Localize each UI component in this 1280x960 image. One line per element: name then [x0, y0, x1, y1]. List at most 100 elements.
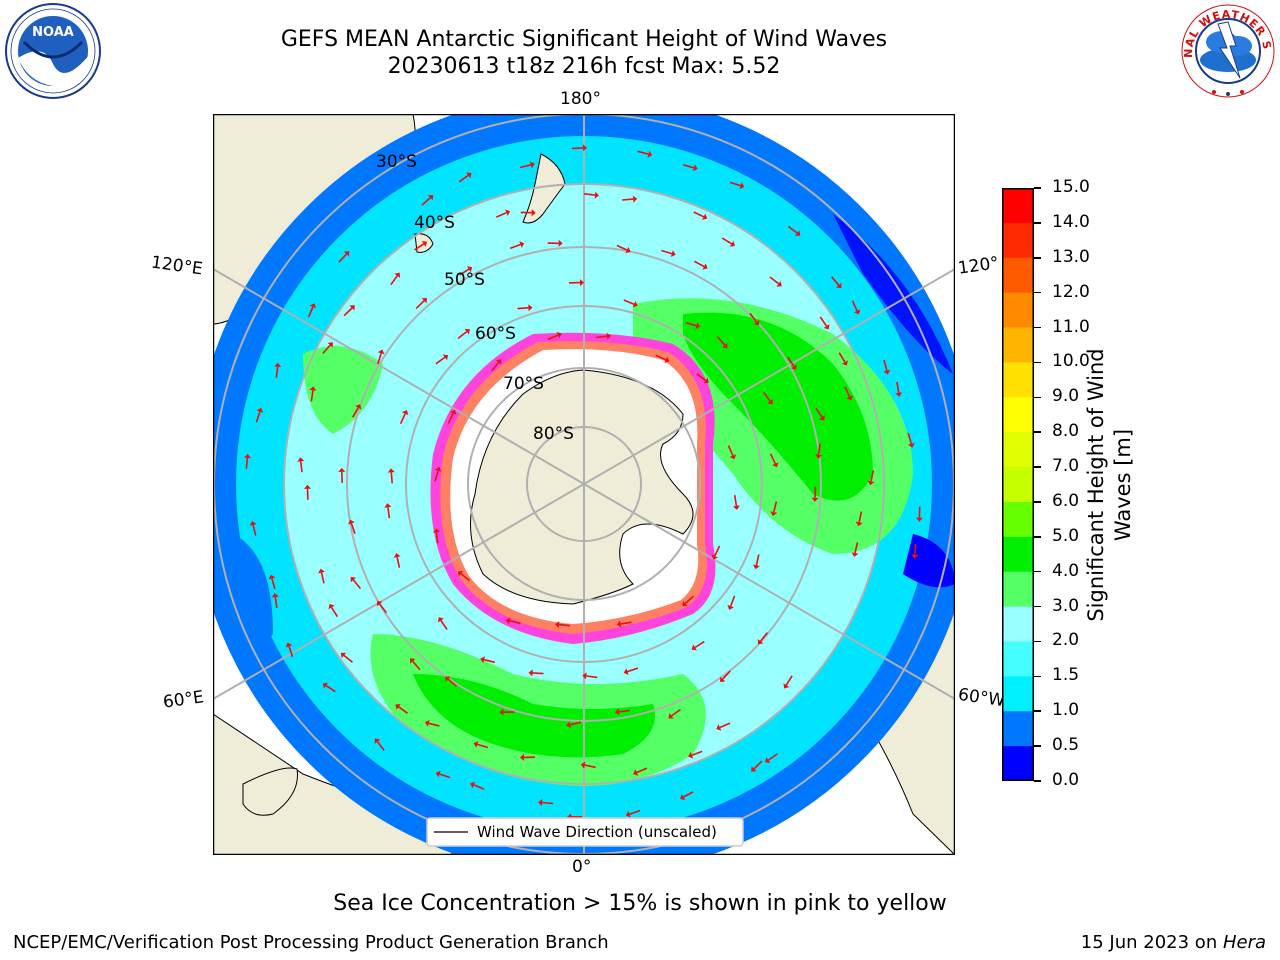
noaa-logo-text: NOAA: [32, 25, 74, 40]
colorbar-tick-mark: [1034, 536, 1041, 538]
legend-label: Wind Wave Direction (unscaled): [477, 823, 717, 841]
wind-wave-arrow-head: [625, 246, 631, 254]
wind-wave-arrow-shaft: [495, 211, 507, 218]
wind-wave-arrow-head: [623, 668, 629, 675]
wind-wave-arrow-head: [297, 457, 305, 462]
land-madagascar: [242, 767, 298, 816]
wind-wave-arrow-shaft: [858, 511, 863, 523]
colorbar-tick-mark: [1034, 605, 1041, 608]
lon-label-120w: 120°: [956, 253, 1001, 279]
wind-wave-arrow-shaft: [387, 507, 391, 519]
wave-height-field: [213, 114, 955, 855]
wind-wave-arrow-head: [427, 195, 434, 201]
footer-branch: NCEP/EMC/Verification Post Processing Pr…: [13, 932, 609, 953]
colorbar-tick-label: 11.0: [1052, 316, 1090, 337]
wind-wave-arrow-head: [772, 462, 779, 468]
wind-wave-arrow-shaft: [460, 573, 471, 582]
wind-wave-arrow-shaft: [320, 572, 325, 584]
wind-wave-arrow-shaft: [623, 299, 635, 305]
wind-wave-arrow-head: [556, 331, 562, 339]
wind-wave-arrow-head: [271, 593, 279, 598]
wind-wave-arrow-head: [343, 251, 350, 257]
wind-wave-arrow-shaft: [325, 684, 336, 693]
wind-wave-arrow-shaft: [378, 603, 388, 614]
lon-label-120e: 120°E: [149, 252, 204, 280]
colorbar-tick-label: 15.0: [1052, 177, 1090, 197]
wind-wave-arrow-shaft: [457, 330, 468, 340]
wind-wave-arrow-shaft: [727, 445, 734, 456]
colorbar-tick-label: 5.0: [1052, 525, 1080, 546]
wind-wave-arrow-shaft: [595, 335, 608, 339]
wind-wave-arrow-shaft: [447, 678, 458, 687]
land-new-zealand: [522, 153, 566, 224]
wind-wave-arrow-head: [664, 356, 670, 363]
wind-wave-arrow-shaft: [390, 472, 393, 484]
wind-wave-arrow-head: [376, 600, 383, 607]
colorbar-label: Significant Height of Wind Waves [m]: [1083, 305, 1137, 665]
wind-wave-arrow-head: [823, 324, 830, 330]
colorbar-tick-mark: [1034, 710, 1041, 712]
wind-wave-arrow-shaft: [838, 352, 846, 363]
wind-wave-arrow-shaft: [352, 407, 359, 418]
wind-wave-arrow-shaft: [584, 193, 596, 196]
wind-wave-arrow-shaft: [398, 706, 408, 714]
wind-wave-arrow-head: [467, 266, 473, 273]
wind-wave-arrow-head: [757, 639, 764, 645]
colorbar-band: [1002, 571, 1034, 608]
wind-wave-arrow-shaft: [350, 523, 356, 535]
wind-wave-arrow-shaft: [399, 413, 406, 425]
wind-wave-arrow-shaft: [322, 344, 331, 354]
wind-wave-arrow-shaft: [815, 407, 823, 418]
wind-wave-arrow-shaft: [447, 413, 454, 424]
wind-wave-arrow-head: [702, 213, 708, 220]
colorbar-tick-label: 4.0: [1052, 560, 1080, 581]
wind-wave-arrow-shaft: [343, 307, 353, 317]
wind-wave-arrow-head: [851, 552, 859, 557]
wind-wave-arrow-head: [531, 209, 536, 217]
colorbar-tick-label: 1.0: [1052, 700, 1080, 721]
wind-wave-arrow-shaft: [459, 268, 470, 276]
wind-wave-arrow-head: [819, 415, 825, 421]
wind-wave-arrow-head: [791, 364, 797, 370]
wind-wave-arrow-head: [733, 505, 740, 510]
wind-wave-arrow-head: [815, 454, 823, 459]
wind-wave-arrow-shaft: [913, 543, 917, 555]
colorbar-tick-label: 9.0: [1052, 386, 1080, 407]
lat-label-60s: 60°S: [475, 324, 516, 344]
wind-wave-arrow-shaft: [271, 578, 276, 590]
colorbar-band: [1002, 432, 1034, 468]
wind-wave-arrow-head: [268, 574, 276, 580]
wind-wave-arrow-shaft: [547, 334, 559, 341]
colorbar-band: [1002, 641, 1034, 677]
wind-wave-arrow-head: [680, 793, 686, 801]
wind-wave-arrow-head: [855, 521, 863, 527]
colorbar-tick-mark: [1034, 431, 1041, 433]
wind-wave-arrow-shaft: [421, 197, 431, 206]
wind-wave-arrow-shaft: [307, 306, 314, 318]
wind-wave-arrow-head: [495, 359, 502, 365]
wind-wave-arrow-shaft: [749, 312, 758, 323]
colorbar-label-line1: Significant Height of Wind: [1084, 348, 1108, 622]
colorbar-tick-mark: [1034, 570, 1041, 573]
wind-wave-arrow-head: [670, 250, 676, 257]
wind-wave-arrow-head: [783, 683, 790, 689]
nws-logo: NATIONAL WEATHER SERVICE: [1178, 2, 1275, 98]
wind-wave-arrow-head: [895, 392, 903, 397]
wind-wave-arrow-head: [647, 150, 653, 158]
wind-wave-arrow-head: [464, 328, 470, 335]
wind-wave-arrow-head: [720, 676, 726, 682]
wind-wave-arrow-head: [846, 395, 853, 401]
wind-wave-arrow-shaft: [490, 361, 500, 372]
wind-wave-arrow-shaft: [570, 721, 582, 726]
colorbar-tick-label: 13.0: [1052, 246, 1090, 267]
colorbar-tick-label: 8.0: [1052, 421, 1080, 442]
wind-wave-arrow-head: [765, 757, 771, 763]
wind-wave-arrow-shaft: [883, 359, 888, 371]
wind-wave-arrow-shaft: [352, 579, 362, 590]
wind-wave-arrow-head: [751, 766, 757, 772]
footer-host: Hera: [1222, 932, 1266, 953]
wind-wave-arrow-head: [505, 617, 511, 625]
lat-label-30s: 30°S: [376, 152, 417, 172]
wind-wave-arrow-head: [770, 511, 778, 516]
noaa-logo: NOAA: [5, 3, 101, 99]
